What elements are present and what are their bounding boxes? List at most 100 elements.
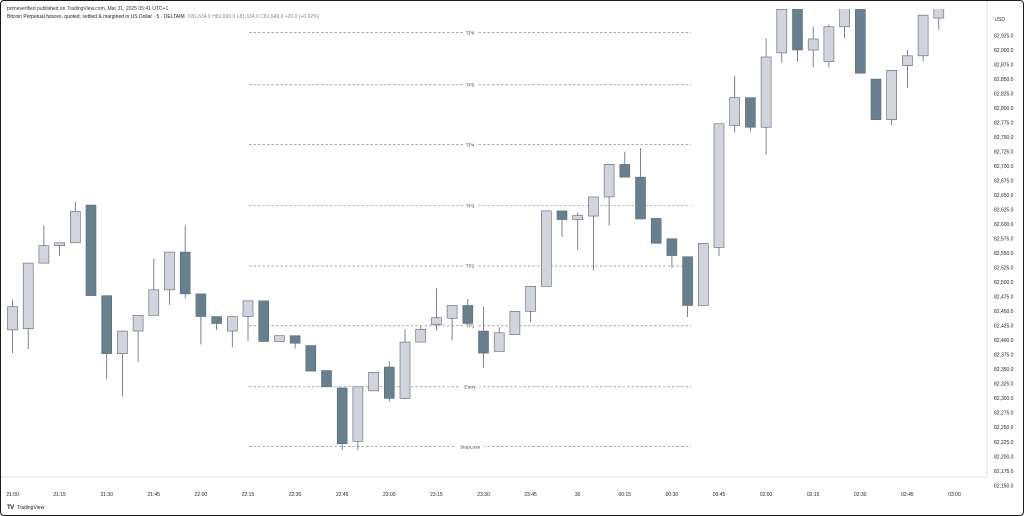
candle-body [211,316,222,324]
candle[interactable] [902,50,913,88]
candle[interactable] [792,9,803,62]
candle[interactable] [509,311,521,335]
candle[interactable] [635,148,646,220]
candle[interactable] [666,238,678,268]
candle[interactable] [619,151,631,178]
candle[interactable] [227,316,238,348]
candle[interactable] [211,316,222,330]
candle[interactable] [352,386,364,451]
candle-body [227,316,238,332]
candle[interactable] [839,6,850,39]
candle[interactable] [933,4,945,30]
candle-body [902,55,913,66]
y-tick-label: 82,475.0 [994,295,1014,301]
candle[interactable] [886,70,898,126]
candle[interactable] [368,371,379,392]
candle[interactable] [415,326,427,343]
candle[interactable] [274,335,285,342]
symbol-line: Bitcoin Perpetual futures, quoted, settl… [7,13,319,21]
candle[interactable] [431,288,442,331]
candle[interactable] [823,24,835,68]
candle[interactable] [760,38,772,155]
y-tick-label: 82,600.0 [994,222,1014,228]
candle[interactable] [305,345,317,372]
candle[interactable] [101,295,112,380]
y-tick-label: 82,650.0 [994,193,1014,199]
level-label: Entry [464,384,476,390]
y-tick-label: 82,175.0 [994,469,1014,475]
candle-body [760,56,772,128]
candle[interactable] [556,210,568,237]
candle[interactable] [682,256,693,318]
candle[interactable] [745,97,756,132]
candle-body [352,386,364,442]
candle[interactable] [148,258,160,316]
candle[interactable] [54,242,65,257]
candle[interactable] [38,225,50,264]
candle[interactable] [572,212,584,250]
candle[interactable] [132,315,144,362]
candle[interactable] [399,329,411,399]
candle[interactable] [478,306,489,368]
candle[interactable] [650,218,662,244]
candle-body [462,305,474,324]
candle[interactable] [525,286,536,323]
candle[interactable] [117,330,128,397]
y-tick-label: 82,825.0 [994,91,1014,97]
x-tick-label: 02:00 [760,492,773,498]
candle[interactable] [258,300,270,342]
candle[interactable] [446,305,458,341]
candle[interactable] [697,243,709,306]
candle[interactable] [242,300,254,341]
level-label: TP1 [466,324,475,330]
candle-body [697,243,709,306]
candle[interactable] [289,335,301,349]
candle[interactable] [179,225,191,298]
candle[interactable] [729,76,741,133]
level-label: TP6 [466,30,475,36]
candle[interactable] [807,26,819,68]
x-tick-label: 02:45 [901,492,914,498]
candle[interactable] [540,210,552,287]
x-tick-label: 22:30 [289,492,302,498]
candle[interactable] [70,201,81,244]
candle[interactable] [854,6,866,74]
candle-body [729,97,741,126]
x-tick-label: 03:00 [948,492,961,498]
candle[interactable] [336,387,348,451]
candle[interactable] [917,14,929,62]
candle[interactable] [321,370,332,388]
candle-body [164,251,175,291]
candle[interactable] [588,196,599,271]
candle[interactable] [462,299,474,324]
candle[interactable] [713,123,725,257]
candle[interactable] [22,262,34,350]
candle[interactable] [493,326,505,352]
x-tick-label: 22:15 [242,492,255,498]
candle[interactable] [85,204,97,296]
candle-body [305,345,317,372]
candle[interactable] [870,78,882,120]
candle-body [682,256,693,306]
candle[interactable] [383,361,395,402]
y-tick-label: 82,675.0 [994,178,1014,184]
x-tick-label: 21:00 [6,492,19,498]
candle-body [7,306,18,331]
candle-body [195,293,207,317]
candle-body [870,78,882,120]
candle[interactable] [7,299,18,354]
candle[interactable] [195,293,207,345]
candle-body [854,9,866,74]
candle-body [509,311,521,335]
y-tick-label: 82,250.0 [994,425,1014,431]
y-tick-label: 82,400.0 [994,338,1014,344]
candle[interactable] [603,164,615,226]
candle-body [745,97,756,128]
candle[interactable] [164,251,175,305]
y-tick-label: 82,425.0 [994,324,1014,330]
candle-body [321,370,332,388]
candle[interactable] [776,9,788,63]
x-tick-label: 21:15 [53,492,66,498]
y-tick-label: 82,525.0 [994,266,1014,272]
